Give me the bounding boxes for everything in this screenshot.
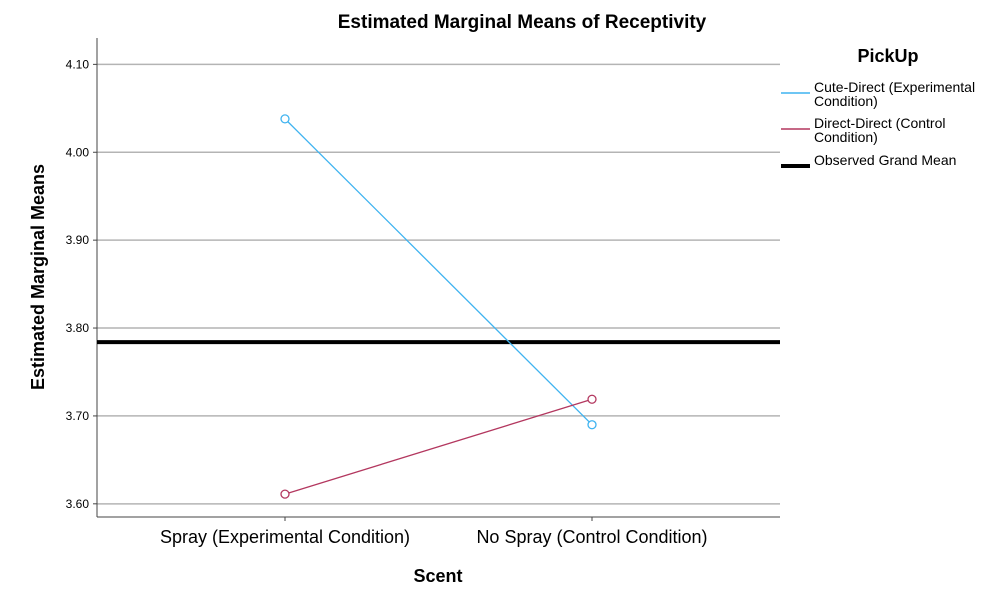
legend-label: Direct-Direct (Control — [814, 115, 945, 131]
series-line-2 — [284, 398, 593, 495]
gridlines — [97, 63, 780, 505]
y-tick-label: 4.10 — [66, 57, 90, 71]
chart-title: Estimated Marginal Means of Receptivity — [338, 12, 707, 33]
legend-items: Cute-Direct (ExperimentalCondition)Direc… — [781, 79, 975, 168]
y-axis-title: Estimated Marginal Means — [28, 164, 48, 390]
y-tick-label: 3.60 — [66, 497, 90, 511]
data-point — [280, 489, 290, 499]
legend-title: PickUp — [857, 46, 918, 66]
x-axis-title: Scent — [413, 566, 462, 586]
x-tick-label: Spray (Experimental Condition) — [160, 527, 410, 547]
y-tick-labels: 3.60 3.70 3.80 3.90 4.00 4.10 — [66, 57, 97, 511]
legend-label: Condition) — [814, 93, 878, 109]
legend-label: Observed Grand Mean — [814, 152, 956, 168]
y-tick-label: 3.80 — [66, 321, 90, 335]
legend-label: Cute-Direct (Experimental — [814, 79, 975, 95]
y-tick-label: 3.90 — [66, 233, 90, 247]
legend: PickUp Cute-Direct (ExperimentalConditio… — [781, 46, 975, 168]
y-tick-label: 4.00 — [66, 145, 90, 159]
data-point — [587, 420, 597, 430]
x-tick-labels: Spray (Experimental Condition) No Spray (… — [160, 517, 708, 547]
data-point — [587, 394, 597, 404]
legend-label: Condition) — [814, 129, 878, 145]
series-lines — [280, 114, 597, 499]
data-point — [280, 114, 290, 124]
y-tick-label: 3.70 — [66, 409, 90, 423]
series-line-1 — [284, 118, 593, 426]
x-tick-label: No Spray (Control Condition) — [476, 527, 707, 547]
